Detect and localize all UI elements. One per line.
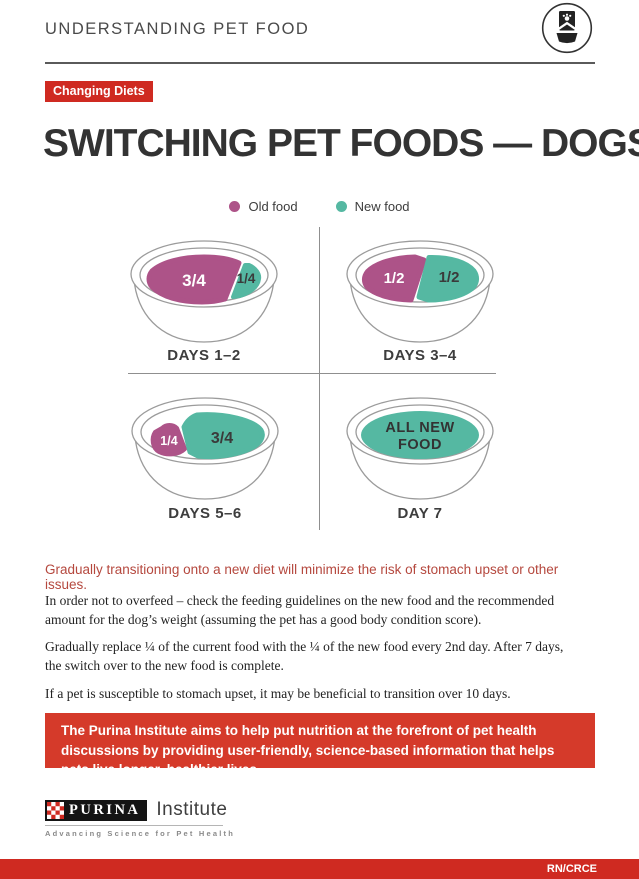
new-food-fraction-label: 1/4: [237, 271, 256, 286]
all-new-food-label-line1: ALL NEW: [385, 420, 454, 436]
new-food-fraction-label: 3/4: [211, 430, 233, 447]
bowl-caption-days-1-2: DAYS 1–2: [167, 347, 241, 364]
bowl-diagram-day-7: ALL NEW FOOD: [346, 397, 494, 500]
bowl-diagram-days-3-4: 1/2 1/2: [346, 240, 494, 343]
footer-bar: RN/CRCE: [0, 859, 639, 879]
bowl-caption-days-3-4: DAYS 3–4: [383, 347, 457, 364]
category-badge: Changing Diets: [45, 81, 153, 102]
paragraph-overfeed: In order not to overfeed – check the fee…: [45, 593, 555, 627]
logo-tagline: Advancing Science for Pet Health: [45, 829, 236, 838]
body-text: In order not to overfeed – check the fee…: [45, 592, 565, 712]
new-food-swatch-icon: [335, 201, 347, 212]
new-food-fraction-label: 1/2: [439, 269, 460, 286]
diagram-vertical-divider: [319, 227, 320, 530]
institute-wordmark: Institute: [156, 799, 228, 820]
old-food-portion: [361, 254, 427, 303]
old-food-fraction-label: 1/4: [160, 434, 177, 448]
legend-old-label: Old food: [248, 199, 298, 214]
bowl-caption-days-5-6: DAYS 5–6: [168, 505, 242, 522]
purina-logo-box: PURINA: [45, 799, 148, 821]
new-food-portion: [361, 411, 479, 459]
bowl-diagram-days-5-6: 1/4 3/4: [131, 397, 279, 500]
paragraph-stomach-upset: If a pet is susceptible to stomach upset…: [45, 685, 511, 701]
purina-wordmark: PURINA: [69, 801, 141, 818]
old-food-fraction-label: 1/2: [384, 270, 405, 287]
old-food-fraction-label: 3/4: [182, 271, 206, 290]
all-new-food-label-line2: FOOD: [398, 437, 442, 453]
logo-divider: [45, 825, 223, 826]
header-divider: [45, 62, 595, 64]
purina-institute-callout: The Purina Institute aims to help put nu…: [45, 713, 595, 777]
purina-checkerboard-icon: [47, 801, 64, 819]
purina-institute-logo: PURINA Institute Advancing Science for P…: [45, 799, 235, 838]
old-food-portion: [146, 254, 242, 305]
page-title: SWITCHING PET FOODS — DOGS: [43, 122, 639, 165]
new-food-portion: [416, 255, 480, 303]
highlight-sentence: Gradually transitioning onto a new diet …: [45, 562, 559, 592]
legend-item-old-food: Old food: [229, 199, 298, 214]
document-header-title: UNDERSTANDING PET FOOD: [45, 20, 310, 38]
old-food-swatch-icon: [229, 201, 241, 212]
legend: Old food New food: [0, 199, 639, 214]
legend-item-new-food: New food: [335, 199, 410, 214]
bowl-diagram-days-1-2: 3/4 1/4: [130, 240, 278, 343]
new-food-portion: [231, 263, 262, 299]
old-food-portion: [150, 423, 187, 457]
paragraph-replace-quarter: Gradually replace ¼ of the current food …: [45, 639, 564, 673]
bowl-caption-day-7: DAY 7: [397, 505, 443, 522]
pet-food-bag-bowl-icon: [541, 2, 593, 54]
footer-code: RN/CRCE: [546, 863, 597, 875]
new-food-portion: [181, 412, 265, 460]
legend-new-label: New food: [354, 199, 410, 214]
diagram-horizontal-divider: [128, 373, 496, 374]
